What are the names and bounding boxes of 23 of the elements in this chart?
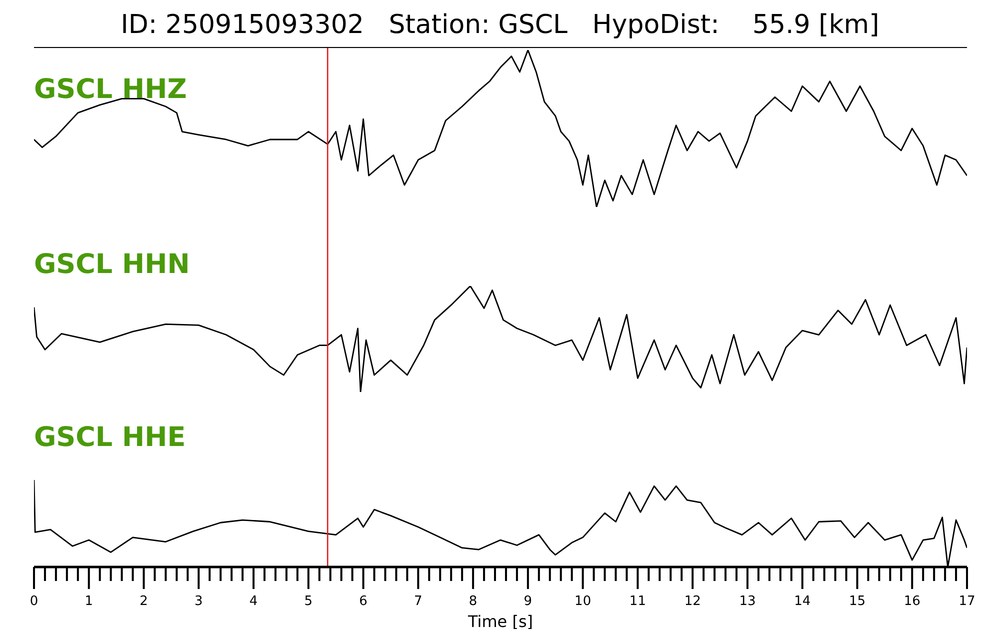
x-tick-label: 11 <box>629 594 646 609</box>
x-axis-title: Time [s] <box>466 612 534 631</box>
x-tick-label: 10 <box>574 594 592 609</box>
x-tick-label: 7 <box>414 594 422 609</box>
x-tick-label: 9 <box>524 594 532 609</box>
x-tick-label: 17 <box>958 594 976 609</box>
chart-title: ID: 250915093302 Station: GSCL HypoDist: 55.9 [km] <box>120 10 880 40</box>
x-tick-label: 2 <box>140 594 148 609</box>
x-tick-label: 14 <box>794 594 811 609</box>
x-tick-label: 16 <box>904 594 920 609</box>
x-tick-label: 12 <box>684 594 701 609</box>
series-label: GSCL HHN <box>34 249 190 280</box>
x-tick-label: 13 <box>739 594 756 609</box>
series-label: GSCL HHE <box>34 422 186 453</box>
x-tick-label: 1 <box>84 594 94 609</box>
x-tick-label: 0 <box>30 594 38 609</box>
series-label: GSCL HHZ <box>34 74 187 105</box>
x-tick-label: 3 <box>194 594 203 609</box>
x-tick-label: 15 <box>848 594 866 609</box>
x-tick-label: 8 <box>468 594 478 609</box>
x-tick-label: 5 <box>304 594 313 609</box>
x-tick-label: 4 <box>249 594 258 609</box>
x-tick-label: 6 <box>359 594 368 609</box>
